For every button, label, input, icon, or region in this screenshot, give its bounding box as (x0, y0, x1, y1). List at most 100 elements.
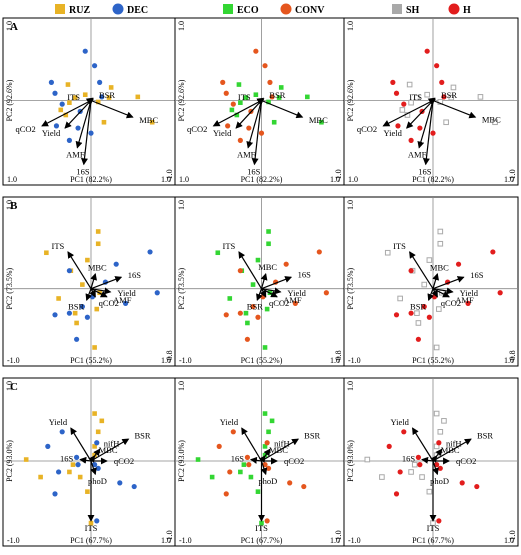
sample-point-ruz (92, 444, 97, 449)
sample-point-eco (278, 85, 284, 90)
vector-arrow-mbc (432, 273, 440, 289)
sample-point-sh (419, 474, 425, 480)
sample-point-dec (113, 261, 119, 267)
vector-label: ITS (67, 92, 80, 102)
vector-label: 16S (60, 454, 74, 464)
sample-point-conv (301, 483, 307, 490)
vector-label: 16S (76, 166, 90, 176)
x-min-tick-label: 1.0 (7, 175, 17, 184)
sample-point-ruz (85, 489, 90, 494)
sample-point-sh (433, 344, 440, 351)
sample-point-conv (283, 261, 289, 267)
sample-point-ruz (108, 85, 114, 90)
sample-point-conv (227, 469, 233, 475)
sample-point-ruz (63, 112, 69, 118)
sample-point-dec (52, 491, 58, 497)
vector-arrow-16s (422, 100, 434, 166)
x-axis-label: PC1 (67.7%) (241, 536, 283, 545)
sample-point-dec (52, 312, 58, 318)
vector-label: MBC (441, 445, 460, 455)
sample-point-conv (258, 130, 265, 136)
legend-circle-marker (112, 3, 124, 15)
plot-frame (174, 196, 345, 367)
sample-point-ruz (95, 429, 101, 435)
vector-label: 16S (231, 454, 245, 464)
vector-label: qCO2 (441, 298, 461, 308)
sample-point-sh (443, 119, 449, 126)
vector-label: BSR (269, 90, 285, 100)
sample-point-conv (287, 480, 293, 486)
sample-point-dec (94, 440, 100, 446)
y-max-tick-label: 1.0 (177, 381, 186, 391)
sample-point-dec (95, 465, 101, 471)
legend-item-sh: SH (392, 4, 420, 16)
sample-point-sh (415, 320, 422, 326)
sample-point-ruz (72, 310, 78, 316)
vector-label: Yield (460, 288, 479, 298)
sample-point-conv (216, 443, 222, 449)
legend-label: CONV (295, 5, 325, 16)
sample-point-ruz (135, 94, 141, 100)
sample-point-dec (99, 94, 105, 100)
y-max-tick-label: 1.0 (346, 200, 355, 210)
vector-label: BSR (134, 431, 150, 441)
loading-vectors: ITS BSR MBC qCO2 Yield AMF 16S (187, 90, 328, 176)
sample-point-eco (241, 462, 247, 467)
sample-point-eco (255, 257, 261, 263)
sample-point-sh (408, 469, 414, 475)
vector-arrow-its (238, 251, 263, 289)
vector-label: qCO2 (284, 456, 304, 466)
sample-point-conv (264, 518, 270, 524)
sample-point-eco (259, 520, 264, 526)
sample-point-dec (75, 125, 81, 131)
vector-arrow-mbc (430, 455, 438, 463)
sample-points (195, 411, 307, 526)
vector-label: nifH (274, 439, 290, 449)
vector-arrow-bsr (256, 288, 263, 302)
sample-point-ruz (95, 229, 101, 234)
vector-arrow-mbc (432, 99, 477, 119)
sample-point-dec (92, 462, 98, 468)
y-min-tick-label: -1.0 (165, 530, 174, 543)
vector-label: MBC (482, 115, 501, 125)
legend-item-conv: CONV (280, 3, 325, 16)
sample-point-ruz (82, 92, 88, 97)
sample-point-h (430, 130, 436, 136)
sample-point-dec (88, 130, 94, 136)
vector-label: ITS (238, 92, 251, 102)
y-axis-label: PC2 (93.0%) (5, 440, 14, 482)
vector-label: phoD (430, 476, 449, 486)
vector-arrow-mbc (90, 273, 97, 289)
sample-point-conv (246, 462, 252, 468)
sample-point-conv (316, 249, 322, 255)
vector-arrow-mbc (258, 455, 266, 463)
x-axis-label: PC1 (67.7%) (70, 536, 112, 545)
y-axis-label: PC2 (73.5%) (346, 267, 355, 309)
vector-label: qCO2 (269, 298, 289, 308)
x-min-tick-label: -1.0 (7, 356, 20, 365)
sample-point-eco (262, 444, 268, 449)
vector-arrow-qco2 (382, 99, 434, 127)
sample-point-dec (74, 336, 80, 342)
sample-point-sh (399, 107, 406, 113)
sample-point-eco (248, 474, 254, 480)
vector-arrow-phod (90, 460, 97, 476)
x-axis-label: PC1 (67.7%) (412, 536, 454, 545)
sample-point-ruz (92, 345, 97, 350)
vector-label: BSR (99, 90, 115, 100)
sample-point-h (490, 249, 496, 255)
x-max-tick-label: 1.0 (161, 536, 171, 545)
sample-point-eco (269, 418, 275, 424)
sample-point-eco (262, 345, 268, 350)
sample-point-conv (237, 137, 243, 143)
vector-label: MBC (88, 262, 107, 272)
vector-label: BSR (410, 302, 426, 312)
vector-arrow-bsr (90, 438, 130, 462)
sample-point-conv (269, 94, 275, 100)
x-min-tick-label: -1.0 (7, 536, 20, 545)
x-max-tick-label: 1.0 (504, 536, 514, 545)
